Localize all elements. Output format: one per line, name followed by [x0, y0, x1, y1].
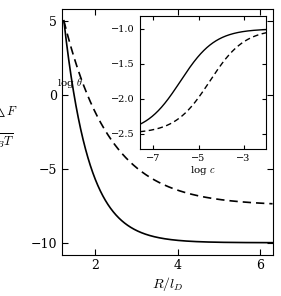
Text: $\triangle F$: $\triangle F$	[0, 103, 18, 119]
Text: $\overline{k_B T}$: $\overline{k_B T}$	[0, 132, 15, 150]
X-axis label: $R/l_D$: $R/l_D$	[151, 275, 183, 293]
